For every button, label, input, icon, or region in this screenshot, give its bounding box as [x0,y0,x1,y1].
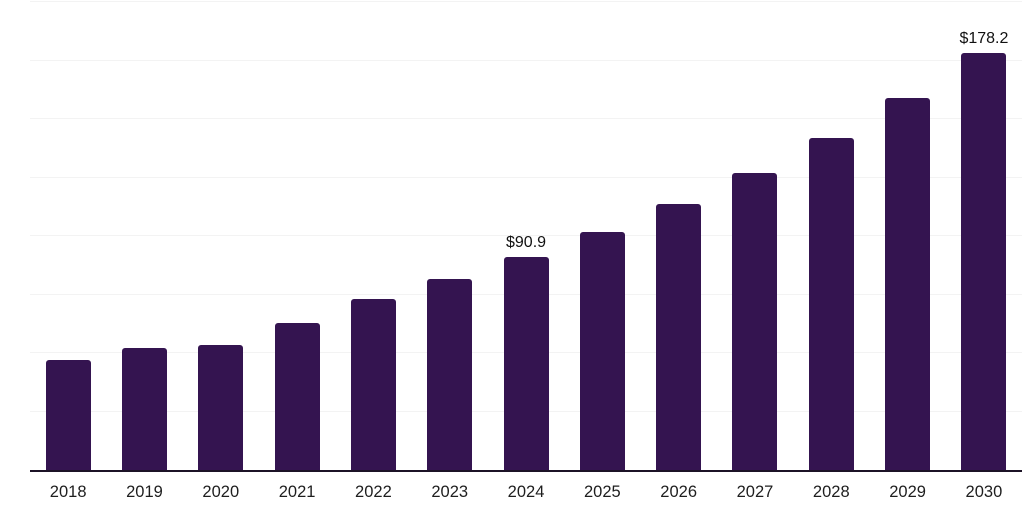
gridline-100 [30,235,1022,236]
x-tick-label-2019: 2019 [126,483,163,501]
x-tick-label-2029: 2029 [889,483,926,501]
bar-2021 [274,322,320,470]
x-tick-label-2018: 2018 [49,483,87,501]
gridline-125 [30,176,1022,178]
plot-area: $90.9 $178.2 [30,1,1022,470]
bar-column-2027 [717,2,793,470]
gridline-200 [30,1,1022,2]
bar-column-2025 [564,2,640,470]
x-tick-label-2030: 2030 [965,483,1003,501]
bar-2026 [656,204,702,470]
x-tick-label-2025: 2025 [583,483,621,501]
bar-column-2019 [106,2,182,470]
bar-2020 [198,344,244,470]
bar-2023 [427,279,473,470]
bar-column-2028 [793,2,869,470]
bar-column-2021 [259,2,335,470]
x-tick-label-2023: 2023 [431,483,469,501]
bar-2025 [579,232,625,470]
gridline-150 [30,118,1022,119]
bar-2027 [732,173,778,470]
bar-column-2022 [335,2,411,470]
bar-2029 [885,98,931,470]
x-tick-label-2022: 2022 [355,483,392,501]
x-axis-line [30,470,1022,472]
bar-column-2018 [30,2,106,470]
bar-column-2030: $178.2 [946,2,1022,470]
x-axis-labels: 2018 2019 2020 2021 2022 2023 2024 2025 2026 2027… [30,483,1022,502]
bar-2024: $90.9 [503,234,549,470]
bar-2028 [808,137,854,470]
bar-column-2024: $90.9 [488,2,564,470]
bar-column-2020 [183,2,259,470]
bar-2022 [350,299,396,470]
bars-row: $90.9 $178.2 [30,2,1022,470]
bar-column-2023 [412,2,488,470]
bar-2030: $178.2 [959,30,1008,470]
bar-2019 [121,347,167,470]
x-tick-label-2020: 2020 [202,483,240,501]
bar-2018 [45,359,91,470]
bar-column-2026 [641,2,717,470]
x-tick-label-2024: 2024 [507,483,545,501]
x-tick-label-2026: 2026 [660,483,698,501]
data-label-2030: $178.2 [959,30,1009,48]
bar-column-2029 [869,2,945,470]
x-tick-label-2028: 2028 [812,483,850,501]
data-label-2024: $90.9 [506,234,547,252]
x-tick-label-2027: 2027 [736,483,774,501]
gridline-175 [30,59,1022,61]
x-tick-label-2021: 2021 [278,483,316,501]
